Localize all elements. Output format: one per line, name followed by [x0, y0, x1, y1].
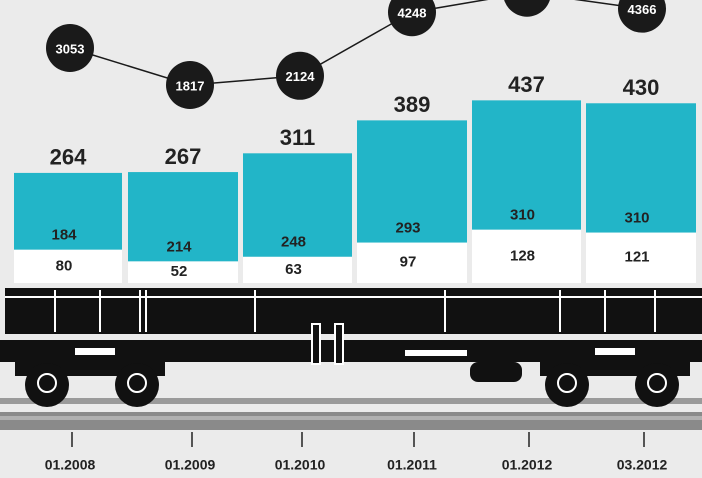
value-label: 128 [510, 247, 535, 264]
total-label: 264 [50, 145, 87, 170]
x-tick-label: 01.2008 [45, 457, 96, 473]
line [70, 0, 642, 85]
chart: 80 184 264 01.2008 52 214 267 01.2009 63 248 311 01… [0, 0, 702, 478]
value-label: 63 [285, 261, 302, 278]
value-label: 184 [51, 227, 77, 244]
rail [0, 398, 702, 430]
line-label: 3053 [56, 41, 85, 56]
line-label: 4900 [513, 0, 542, 1]
line-label: 2124 [286, 69, 316, 84]
value-label: 80 [56, 257, 73, 274]
value-label: 97 [400, 254, 417, 271]
value-label: 310 [624, 210, 649, 227]
value-label: 121 [624, 249, 649, 266]
total-label: 311 [280, 125, 316, 150]
line-label: 1817 [176, 78, 205, 93]
total-label: 267 [165, 144, 202, 169]
line-label: 4248 [398, 6, 427, 21]
line-point [503, 0, 551, 17]
total-label: 430 [623, 75, 660, 100]
total-label: 437 [508, 72, 545, 97]
value-label: 214 [166, 238, 192, 255]
wagon [0, 288, 702, 407]
x-tick-label: 03.2012 [617, 457, 668, 473]
x-tick-label: 01.2011 [387, 457, 437, 473]
x-tick-label: 01.2010 [275, 457, 326, 473]
page: {"chart_data": {"type": "bar", "categori… [0, 0, 702, 478]
value-label: 310 [510, 207, 535, 224]
value-label: 248 [281, 234, 306, 251]
x-tick-label: 01.2012 [502, 457, 553, 473]
value-label: 293 [395, 220, 420, 237]
line-label: 4366 [628, 2, 657, 17]
total-label: 389 [394, 92, 431, 117]
x-tick-label: 01.2009 [165, 457, 216, 473]
value-label: 52 [171, 263, 188, 280]
